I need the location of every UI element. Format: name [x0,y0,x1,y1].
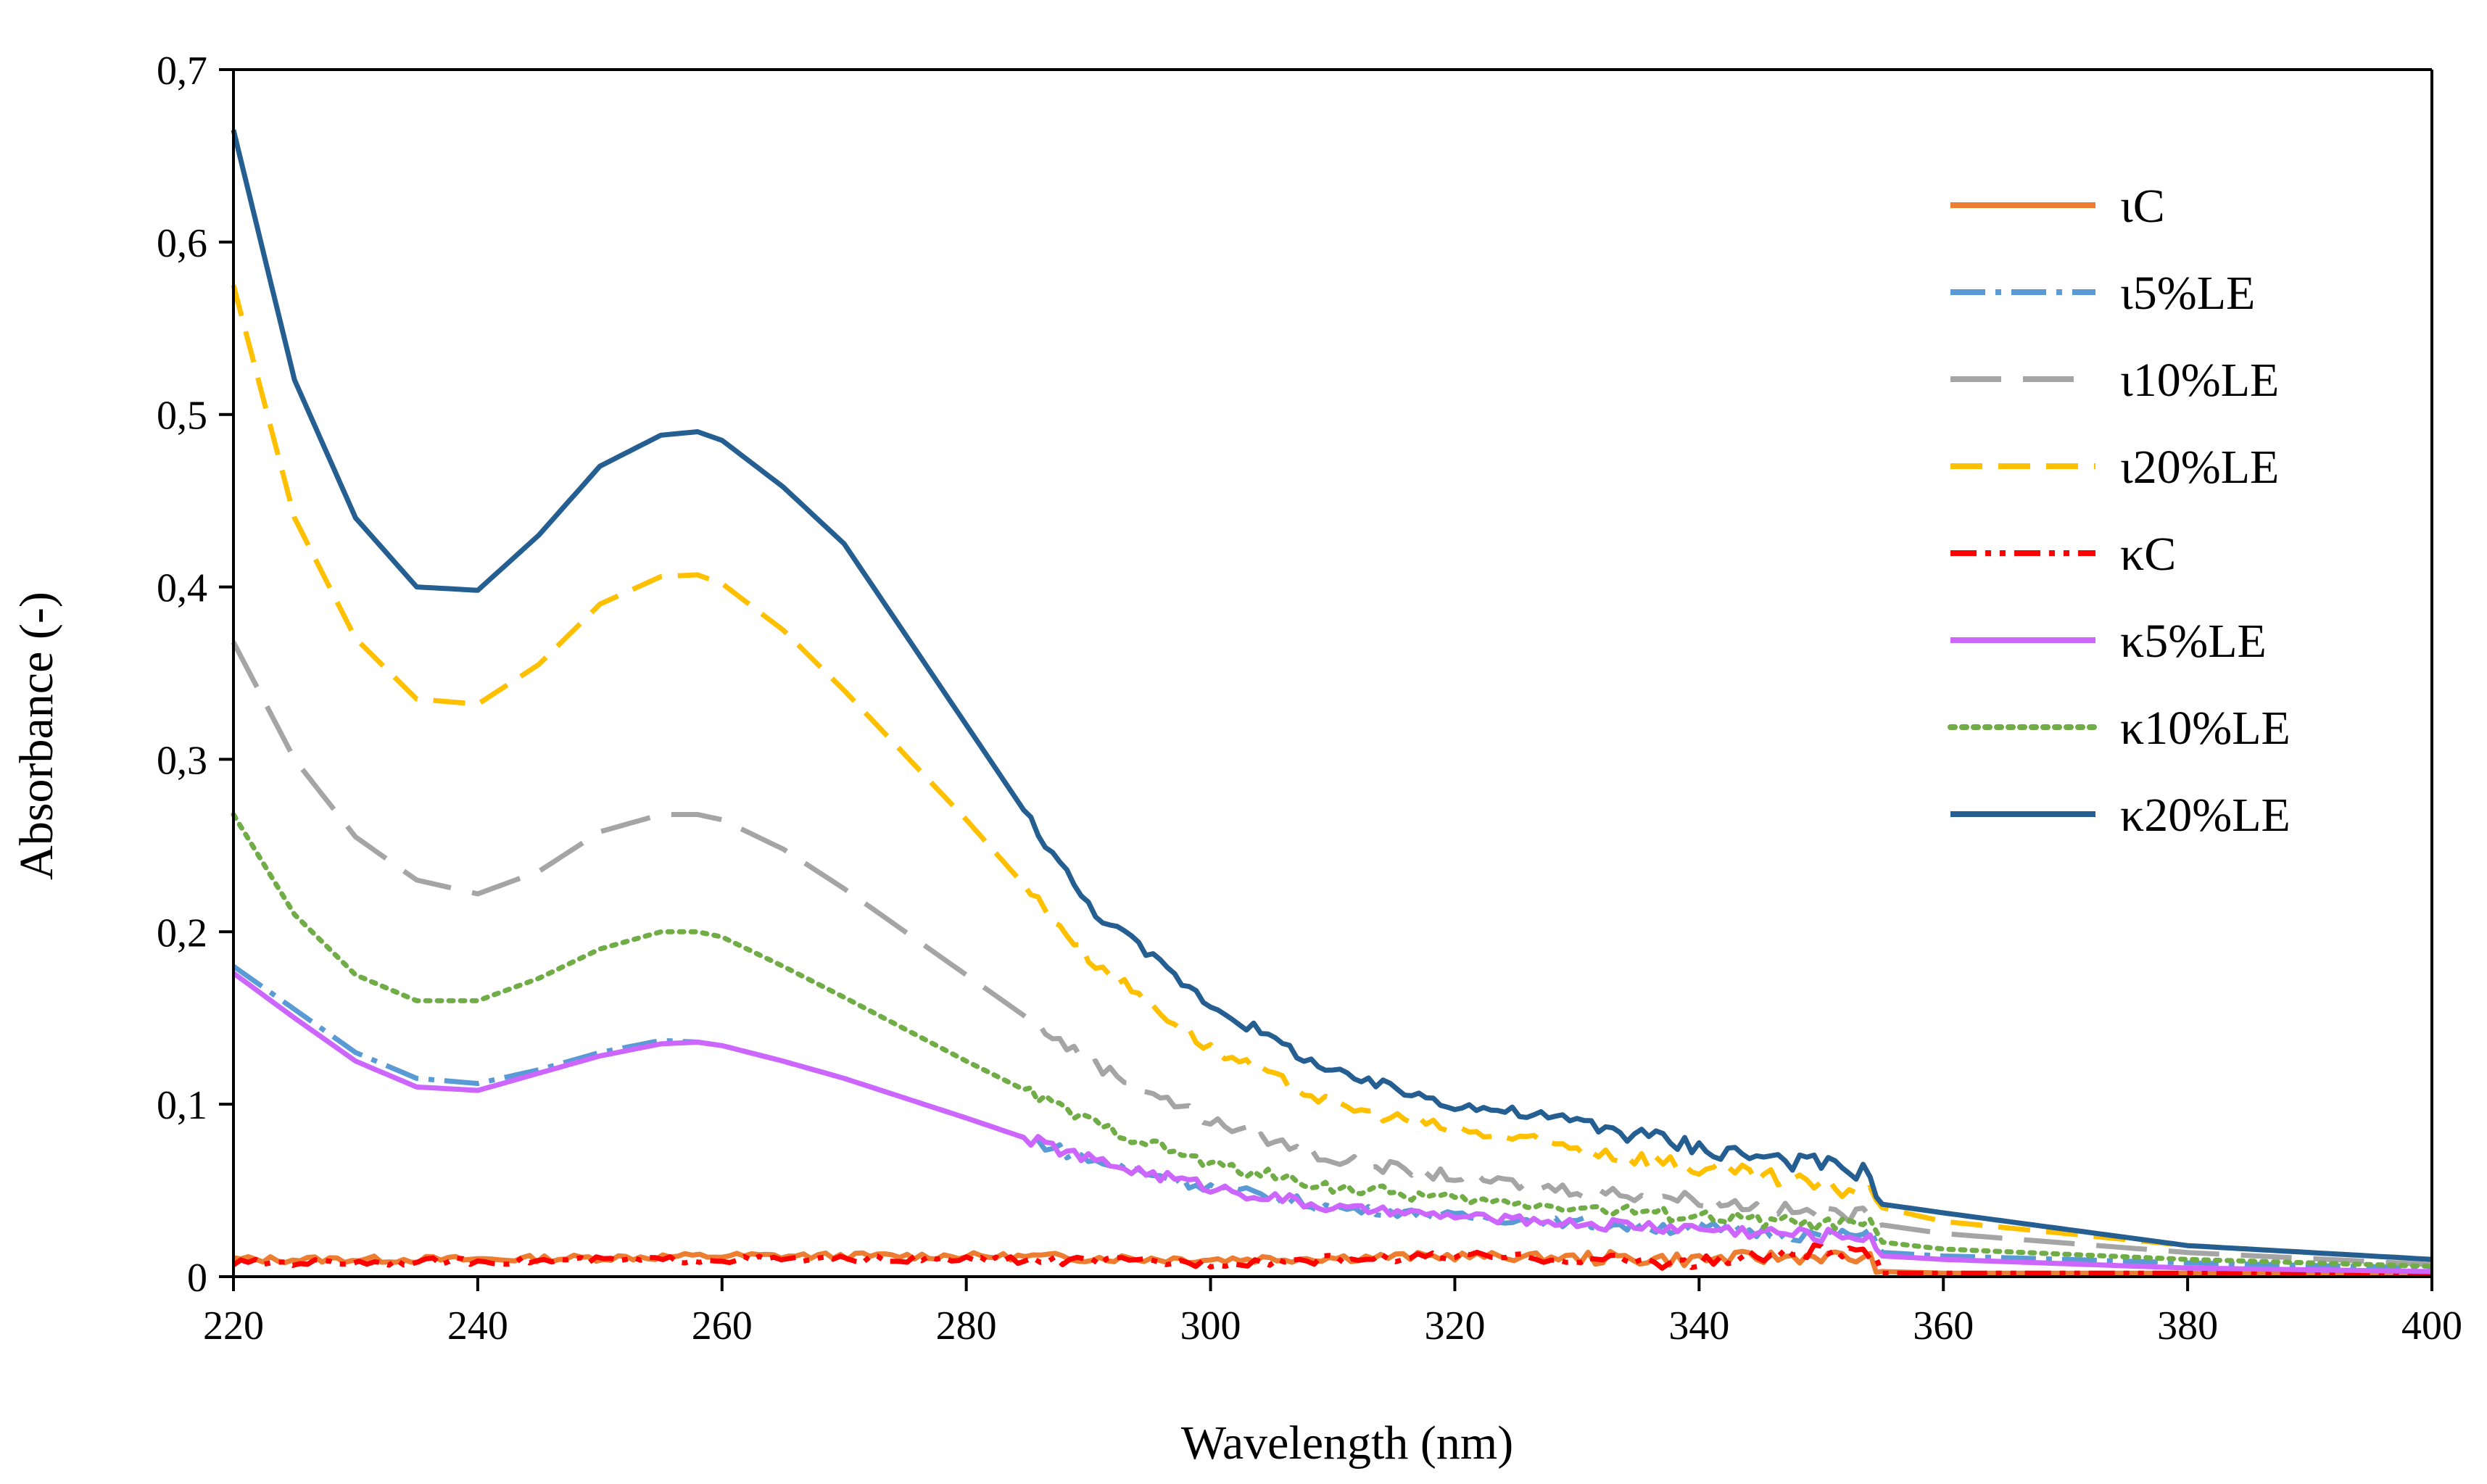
y-tick-label: 0,5 [157,394,207,439]
y-tick-label: 0,7 [157,49,207,94]
legend-label-1: ιC [2120,180,2165,233]
x-tick-label: 240 [447,1303,508,1348]
legend-label-3: ι10%LE [2120,354,2279,407]
legend: ιC ι5%LE ι10%LE ι20%LE κC κ5%LE κ10%LE κ20%LE [1948,180,2291,842]
x-tick-label: 380 [2157,1303,2218,1348]
x-tick-label: 340 [1668,1303,1729,1348]
y-ticks: 0 0,1 0,2 0,3 0,4 0,5 0,6 0,7 [157,49,233,1301]
y-tick-label: 0,4 [157,566,207,611]
x-tick-label: 280 [936,1303,997,1348]
plot-lines [231,129,2435,1276]
series-line-6 [231,971,2433,1274]
x-tick-label: 220 [203,1303,264,1348]
y-tick-label: 0,6 [157,221,207,266]
series-line-5 [232,1242,2432,1276]
x-axis-title: Wavelength (nm) [1181,1417,1513,1470]
y-axis-title: Absorbance (-) [10,592,63,880]
legend-label-6: κ5%LE [2120,615,2267,668]
y-tick-label: 0,3 [157,738,207,783]
legend-label-4: ι20%LE [2120,441,2279,494]
x-tick-label: 400 [2401,1303,2462,1348]
series-line-8 [231,129,2433,1262]
y-tick-label: 0 [187,1256,207,1301]
series-line-7 [231,812,2435,1269]
y-tick-label: 0,2 [157,911,207,956]
x-tick-label: 300 [1180,1303,1241,1348]
legend-label-7: κ10%LE [2120,702,2291,755]
series-line-3 [231,641,2433,1267]
x-tick-label: 360 [1913,1303,1974,1348]
series-line-2 [231,964,2433,1271]
x-tick-label: 320 [1424,1303,1485,1348]
x-tick-label: 260 [692,1303,753,1348]
series-line-4 [231,284,2433,1262]
legend-label-8: κ20%LE [2120,789,2291,842]
y-tick-label: 0,1 [157,1083,207,1128]
axes [232,68,2433,1278]
legend-label-2: ι5%LE [2120,267,2255,320]
legend-label-5: κC [2120,528,2176,581]
x-ticks: 220 240 260 280 300 320 340 360 380 400 [203,1277,2462,1348]
